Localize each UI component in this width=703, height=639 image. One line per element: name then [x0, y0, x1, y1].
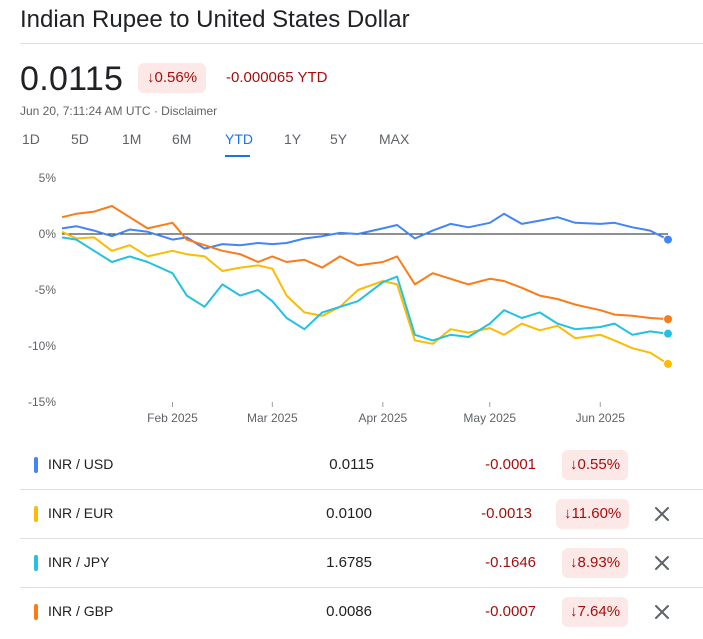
- series-end-point: [663, 328, 673, 339]
- series-color-swatch: [34, 457, 38, 473]
- tab-1d[interactable]: 1D: [22, 131, 40, 147]
- y-tick-label: -15%: [28, 395, 56, 409]
- comparison-line-chart[interactable]: 5% 0% -5% -10% -15% Feb 2025 Mar 2025 Apr 2025…: [0, 165, 703, 435]
- rate-value: 0.0086: [326, 603, 372, 620]
- table-row[interactable]: INR / EUR 0.0100 -0.0013 ↓11.60%: [20, 490, 703, 538]
- pair-label: INR / JPY: [48, 554, 110, 570]
- percent-change-badge: ↓11.60%: [556, 499, 630, 529]
- absolute-change: -0.1646: [485, 554, 536, 571]
- rate-value: 0.0115: [329, 456, 374, 473]
- y-tick-label: 5%: [39, 171, 57, 185]
- tab-1y[interactable]: 1Y: [284, 131, 302, 147]
- ytd-change: -0.000065 YTD: [226, 69, 328, 86]
- y-tick-label: 0%: [39, 227, 57, 241]
- timestamp-disclaimer: Jun 20, 7:11:24 AM UTC · Disclaimer: [20, 104, 218, 118]
- remove-comparison-icon[interactable]: [650, 551, 674, 575]
- absolute-change: -0.0007: [485, 603, 536, 620]
- tab-6m[interactable]: 6M: [172, 131, 192, 147]
- percent-change-badge: ↓8.93%: [562, 548, 629, 578]
- x-tick-label: Apr 2025: [358, 411, 407, 425]
- tab-5d[interactable]: 5D: [71, 131, 89, 147]
- pair-label: INR / USD: [48, 456, 114, 472]
- pair-label: INR / GBP: [48, 603, 114, 619]
- series-color-swatch: [34, 506, 38, 522]
- series-end-point: [663, 314, 673, 325]
- tab-max[interactable]: MAX: [379, 131, 410, 147]
- x-tick-label: Feb 2025: [147, 411, 198, 425]
- current-price: 0.0115: [20, 60, 124, 98]
- row-divider: [20, 489, 703, 490]
- tab-5y[interactable]: 5Y: [330, 131, 348, 147]
- pair-label: INR / EUR: [48, 505, 114, 521]
- absolute-change: -0.0013: [481, 505, 532, 522]
- y-tick-label: -10%: [28, 339, 56, 353]
- row-divider: [20, 538, 703, 539]
- table-row[interactable]: INR / USD 0.0115 -0.0001 ↓0.55%: [20, 441, 703, 489]
- header-divider: [20, 43, 703, 44]
- series-line-inr-jpy: [61, 236, 669, 342]
- table-row[interactable]: INR / JPY 1.6785 -0.1646 ↓8.93%: [20, 539, 703, 587]
- rate-value: 1.6785: [326, 554, 372, 571]
- series-color-swatch: [34, 604, 38, 620]
- percent-change-badge: ↓0.56%: [138, 63, 207, 93]
- table-row[interactable]: INR / GBP 0.0086 -0.0007 ↓7.64%: [20, 588, 703, 636]
- remove-comparison-icon[interactable]: [650, 502, 674, 526]
- rate-value: 0.0100: [326, 505, 372, 522]
- tab-ytd[interactable]: YTD: [225, 131, 253, 157]
- x-tick-label: May 2025: [463, 411, 516, 425]
- absolute-change: -0.0001: [485, 456, 536, 473]
- range-tabs: 1D 5D 1M 6M YTD 1Y 5Y MAX: [22, 131, 419, 157]
- series-line-inr-gbp: [61, 205, 669, 321]
- series-color-swatch: [34, 555, 38, 571]
- series-end-point: [663, 234, 673, 245]
- y-tick-label: -5%: [35, 283, 57, 297]
- remove-comparison-icon[interactable]: [650, 600, 674, 624]
- series-end-point: [663, 358, 673, 369]
- row-divider: [20, 587, 703, 588]
- percent-change-badge: ↓7.64%: [562, 597, 629, 627]
- x-tick-label: Mar 2025: [247, 411, 298, 425]
- page-title: Indian Rupee to United States Dollar: [20, 6, 410, 33]
- series-line-inr-eur: [61, 230, 669, 365]
- percent-change-badge: ↓0.55%: [562, 450, 629, 480]
- series-line-inr-usd: [61, 212, 669, 250]
- tab-1m[interactable]: 1M: [122, 131, 142, 147]
- x-tick-label: Jun 2025: [576, 411, 626, 425]
